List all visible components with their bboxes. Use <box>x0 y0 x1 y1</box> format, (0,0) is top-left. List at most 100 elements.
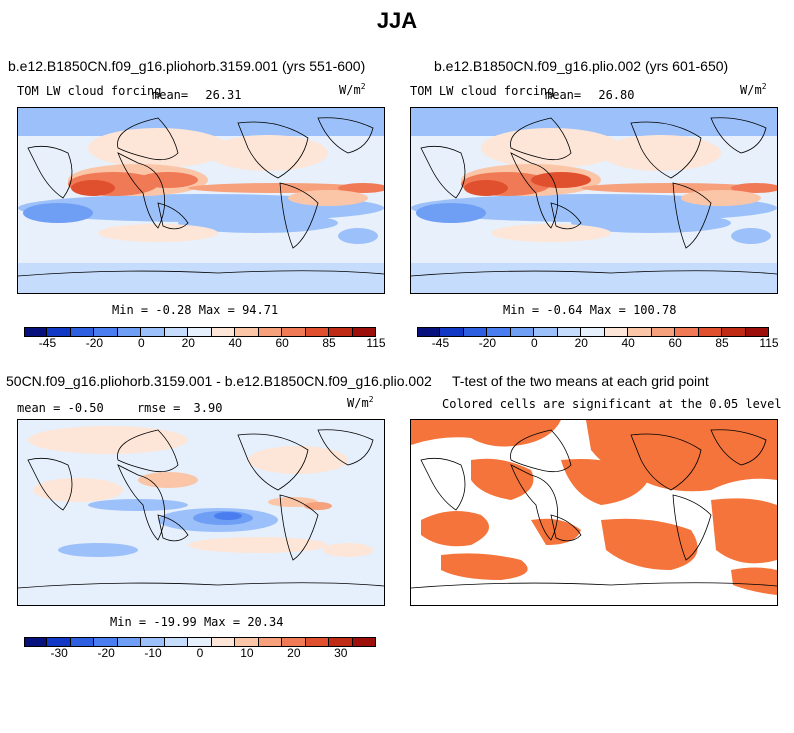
colorbar-swatch <box>440 327 464 337</box>
colorbar-swatch <box>235 637 259 647</box>
variable-label-top-left: TOM LW cloud forcing <box>17 84 162 98</box>
lw-cloud-forcing-map-1 <box>18 108 384 293</box>
rmse-value: 3.90 <box>193 401 223 415</box>
colorbar-swatch <box>70 327 95 337</box>
colorbar-swatch <box>305 637 330 647</box>
max-value: 94.71 <box>242 303 279 317</box>
colorbar-swatch <box>534 327 558 337</box>
colorbar-tick-label: 20 <box>181 336 195 350</box>
colorbar-tick-label: 85 <box>322 336 336 350</box>
colorbar-swatch <box>604 327 629 337</box>
colorbar-swatch <box>651 327 676 337</box>
colorbar-tick-label: -20 <box>85 336 104 350</box>
colorbar-border <box>24 327 376 337</box>
colorbar-swatch <box>282 327 306 337</box>
map-panel-top-right <box>410 107 778 294</box>
max-value: 100.78 <box>633 303 677 317</box>
min-value: -19.99 <box>153 615 197 629</box>
colorbar-swatch <box>164 637 189 647</box>
max-label: Max = <box>589 303 626 317</box>
colorbar-tick-label: 40 <box>621 336 635 350</box>
lw-cloud-forcing-map-2 <box>411 108 777 293</box>
colorbar-swatch <box>463 327 488 337</box>
minmax-top-left: Min = -0.28 Max = 94.71 <box>112 303 278 317</box>
colorbar-top-right <box>417 327 769 337</box>
colorbar-swatch <box>164 327 189 337</box>
units-label: W/m <box>347 396 369 410</box>
map-panel-top-left <box>17 107 385 294</box>
colorbar-tick-label: 20 <box>287 646 301 660</box>
units-exponent: 2 <box>761 82 767 91</box>
difference-map <box>18 420 384 605</box>
units-exponent: 2 <box>368 395 374 404</box>
colorbar-swatch <box>628 327 652 337</box>
colorbar-tick-label: 85 <box>715 336 729 350</box>
panel-title-bottom-right: T-test of the two means at each grid poi… <box>452 373 709 389</box>
colorbar-tick-label: 60 <box>668 336 682 350</box>
mean-top-left: mean= 26.31 <box>152 88 241 102</box>
map-panel-bottom-left <box>17 419 385 606</box>
mean-value: -0.50 <box>67 401 104 415</box>
mean-value: 26.31 <box>205 88 242 102</box>
colorbar-border <box>24 637 376 647</box>
min-label: Min = <box>503 303 540 317</box>
min-value: -0.64 <box>546 303 583 317</box>
colorbar-tick-label: -10 <box>144 646 162 660</box>
units-top-right: W/m2 <box>740 82 767 97</box>
colorbar-swatch <box>510 327 535 337</box>
colorbar-swatch <box>675 327 699 337</box>
colorbar-swatch <box>258 327 283 337</box>
colorbar-swatch <box>47 637 71 647</box>
mean-label: mean= <box>152 88 189 102</box>
colorbar-tick-label: 0 <box>137 336 145 350</box>
colorbar-swatch <box>305 327 330 337</box>
colorbar-tick-label: 40 <box>228 336 242 350</box>
colorbar-swatch <box>211 327 236 337</box>
colorbar-swatch <box>211 637 236 647</box>
rmse-label: rmse = <box>136 401 181 415</box>
colorbar-tick-label: -30 <box>50 646 68 660</box>
colorbar-swatch <box>117 327 142 337</box>
mean-rmse-bottom-left: mean = -0.50 rmse = 3.90 <box>17 401 222 415</box>
minmax-top-right: Min = -0.64 Max = 100.78 <box>503 303 676 317</box>
colorbar-swatch <box>417 327 441 337</box>
colorbar-swatch <box>557 327 582 337</box>
colorbar-labels-top-right: -45 -20 0 20 40 60 85 115 <box>417 336 779 352</box>
max-label: Max = <box>203 615 241 629</box>
colorbar-tick-label: -20 <box>478 336 497 350</box>
main-title: JJA <box>376 8 418 33</box>
colorbar-swatch <box>282 637 306 647</box>
colorbar-swatch <box>235 327 259 337</box>
colorbar-swatch <box>329 637 353 647</box>
colorbar-bottom-left <box>24 637 376 647</box>
units-bottom-left: W/m2 <box>347 395 374 410</box>
max-value: 20.34 <box>247 615 284 629</box>
colorbar-swatch <box>581 327 605 337</box>
units-exponent: 2 <box>360 82 366 91</box>
mean-top-right: mean= 26.80 <box>545 88 634 102</box>
colorbar-tick-label: -20 <box>97 646 115 660</box>
units-label: W/m <box>740 83 762 97</box>
colorbar-swatch <box>487 327 511 337</box>
min-label: Min = <box>112 303 149 317</box>
panel-title-top-right: b.e12.B1850CN.f09_g16.plio.002 (yrs 601-… <box>434 58 729 74</box>
colorbar-swatch <box>329 327 353 337</box>
panel-title-bottom-left: 50CN.f09_g16.pliohorb.3159.001 - b.e12.B… <box>6 373 432 389</box>
ttest-significance-map <box>411 420 777 605</box>
variable-label-top-right: TOM LW cloud forcing <box>410 84 555 98</box>
min-value: -0.28 <box>155 303 192 317</box>
colorbar-border <box>417 327 769 337</box>
minmax-bottom-left: Min = -19.99 Max = 20.34 <box>110 615 283 629</box>
colorbar-tick-label: 60 <box>275 336 289 350</box>
colorbar-labels-bottom-left: -30 -20 -10 0 10 20 30 <box>24 646 376 662</box>
colorbar-top-left <box>24 327 376 337</box>
colorbar-swatch <box>188 327 212 337</box>
colorbar-tick-label: 115 <box>366 336 386 350</box>
colorbar-swatch <box>698 327 723 337</box>
colorbar-tick-label: 10 <box>240 646 254 660</box>
colorbar-swatch <box>141 637 165 647</box>
mean-value: 26.80 <box>598 88 635 102</box>
colorbar-swatch <box>70 637 95 647</box>
colorbar-swatch <box>94 637 118 647</box>
colorbar-tick-label: 20 <box>574 336 588 350</box>
